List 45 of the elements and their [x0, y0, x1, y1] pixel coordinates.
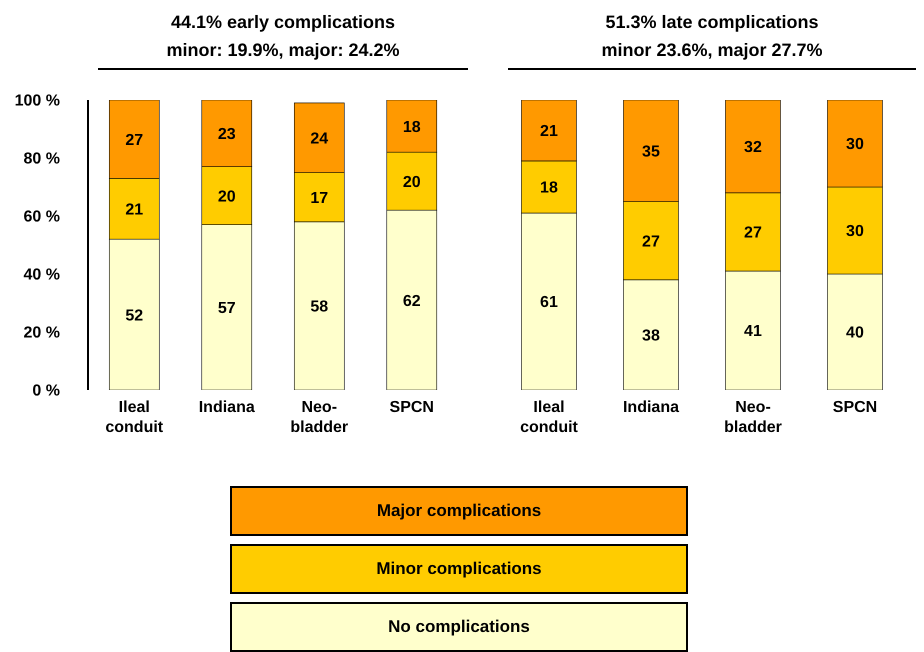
data-label: 58 — [310, 298, 328, 316]
data-label: 57 — [218, 300, 236, 318]
x-tick-label: Neo-bladder — [290, 399, 348, 436]
data-label: 23 — [218, 126, 236, 144]
data-label: 27 — [642, 233, 660, 250]
data-label: 18 — [402, 118, 421, 136]
y-tick-label: 20 % — [24, 324, 60, 342]
x-tick-label: SPCN — [390, 399, 434, 416]
x-tick-label: Ileal conduit — [105, 399, 164, 436]
data-label: 20 — [402, 174, 421, 191]
chart-subtitle: minor: 19.9%, major: 24.2% — [165, 39, 401, 62]
x-tick-label: Indiana — [198, 399, 255, 416]
data-label: 30 — [846, 223, 864, 240]
data-label: 17 — [310, 190, 328, 207]
text: No complications — [230, 602, 688, 652]
y-tick-label: 80 % — [24, 150, 60, 168]
text: Minor complications — [230, 544, 688, 594]
data-label: 40 — [846, 324, 864, 342]
chart-subtitle: minor 23.6%, major 27.7% — [600, 39, 824, 62]
y-tick-label: 40 % — [24, 266, 60, 284]
data-label: 30 — [846, 136, 864, 154]
data-label: 38 — [642, 328, 660, 345]
data-label: 61 — [540, 294, 558, 312]
x-tick-label: Ileal conduit — [520, 399, 579, 436]
data-label: 27 — [744, 224, 762, 242]
data-label: 27 — [125, 132, 144, 149]
data-label: 35 — [642, 143, 660, 160]
data-label: 21 — [540, 123, 558, 140]
x-tick-label: Neo-bladder — [724, 399, 782, 436]
y-tick-label: 100 % — [14, 92, 60, 110]
x-tick-label: Indiana — [622, 399, 680, 416]
data-label: 41 — [744, 323, 762, 340]
data-label: 52 — [125, 307, 144, 324]
x-tick-label: SPCN — [832, 399, 878, 416]
data-label: 62 — [402, 292, 421, 310]
data-label: 21 — [125, 201, 144, 218]
y-tick-label: 60 % — [24, 208, 60, 226]
data-label: 20 — [218, 188, 236, 206]
chart-title: 51.3% late complications — [604, 11, 820, 34]
data-label: 18 — [540, 180, 558, 197]
data-label: 24 — [310, 130, 328, 148]
chart-title: 44.1% early complications — [170, 11, 396, 34]
text: Major complications — [230, 486, 688, 536]
y-tick-label: 0 % — [32, 382, 60, 400]
data-label: 32 — [744, 139, 762, 156]
